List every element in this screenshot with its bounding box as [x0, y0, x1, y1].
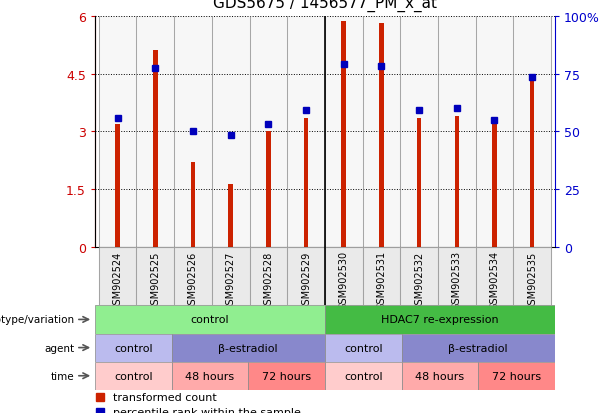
Text: GSM902525: GSM902525 [150, 251, 161, 310]
Bar [249, 248, 287, 306]
Bar [174, 248, 212, 306]
Text: control: control [114, 371, 153, 381]
Bar [476, 248, 513, 306]
Bar [341, 22, 346, 248]
Bar [287, 17, 325, 248]
Text: 48 hours: 48 hours [415, 371, 465, 381]
Bar [400, 17, 438, 248]
Bar [137, 248, 174, 306]
Bar [212, 17, 249, 248]
Text: control: control [344, 343, 383, 353]
Bar [325, 362, 402, 390]
Bar [438, 17, 476, 248]
Bar [325, 248, 362, 306]
Bar [95, 334, 172, 362]
Bar [191, 163, 196, 248]
Text: β-estradiol: β-estradiol [448, 343, 508, 353]
Text: control: control [191, 315, 229, 325]
Bar [229, 184, 233, 248]
Text: genotype/variation: genotype/variation [0, 315, 74, 325]
Bar [153, 51, 158, 248]
Bar [174, 17, 212, 248]
Bar [402, 362, 478, 390]
Bar [212, 248, 249, 306]
Bar [115, 124, 120, 248]
Text: HDAC7 re-expression: HDAC7 re-expression [381, 315, 498, 325]
Bar [530, 78, 535, 248]
Bar [402, 334, 555, 362]
Bar [492, 121, 497, 248]
Bar [99, 17, 137, 248]
Text: transformed count: transformed count [113, 392, 217, 402]
Bar [172, 334, 325, 362]
Title: GDS5675 / 1456577_PM_x_at: GDS5675 / 1456577_PM_x_at [213, 0, 437, 12]
Text: β-estradiol: β-estradiol [218, 343, 278, 353]
Text: 72 hours: 72 hours [262, 371, 311, 381]
Bar [513, 17, 551, 248]
Bar [325, 334, 402, 362]
Text: agent: agent [44, 343, 74, 353]
Text: percentile rank within the sample: percentile rank within the sample [113, 406, 301, 413]
Bar [325, 306, 555, 334]
Bar [304, 119, 308, 248]
Bar [362, 17, 400, 248]
Text: GSM902531: GSM902531 [376, 251, 386, 310]
Bar [513, 248, 551, 306]
Bar [137, 17, 174, 248]
Bar [248, 362, 325, 390]
Text: GSM902535: GSM902535 [527, 251, 537, 310]
Bar [478, 362, 555, 390]
Text: GSM902528: GSM902528 [264, 251, 273, 310]
Text: control: control [114, 343, 153, 353]
Bar [287, 248, 325, 306]
Bar [417, 119, 421, 248]
Text: GSM902534: GSM902534 [489, 251, 500, 310]
Bar [454, 117, 459, 248]
Text: 72 hours: 72 hours [492, 371, 541, 381]
Text: GSM902526: GSM902526 [188, 251, 198, 310]
Bar [476, 17, 513, 248]
Bar [379, 24, 384, 248]
Bar [266, 132, 270, 248]
Text: GSM902530: GSM902530 [339, 251, 349, 310]
Bar [95, 306, 325, 334]
Bar [172, 362, 248, 390]
Text: GSM902524: GSM902524 [113, 251, 123, 310]
Bar [249, 17, 287, 248]
Bar [325, 17, 362, 248]
Bar [438, 248, 476, 306]
Text: control: control [344, 371, 383, 381]
Bar [95, 362, 172, 390]
Text: GSM902533: GSM902533 [452, 251, 462, 310]
Text: time: time [50, 371, 74, 381]
Text: GSM902527: GSM902527 [226, 251, 235, 310]
Text: 48 hours: 48 hours [185, 371, 235, 381]
Bar [99, 248, 137, 306]
Text: GSM902529: GSM902529 [301, 251, 311, 310]
Bar [400, 248, 438, 306]
Text: GSM902532: GSM902532 [414, 251, 424, 310]
Bar [362, 248, 400, 306]
